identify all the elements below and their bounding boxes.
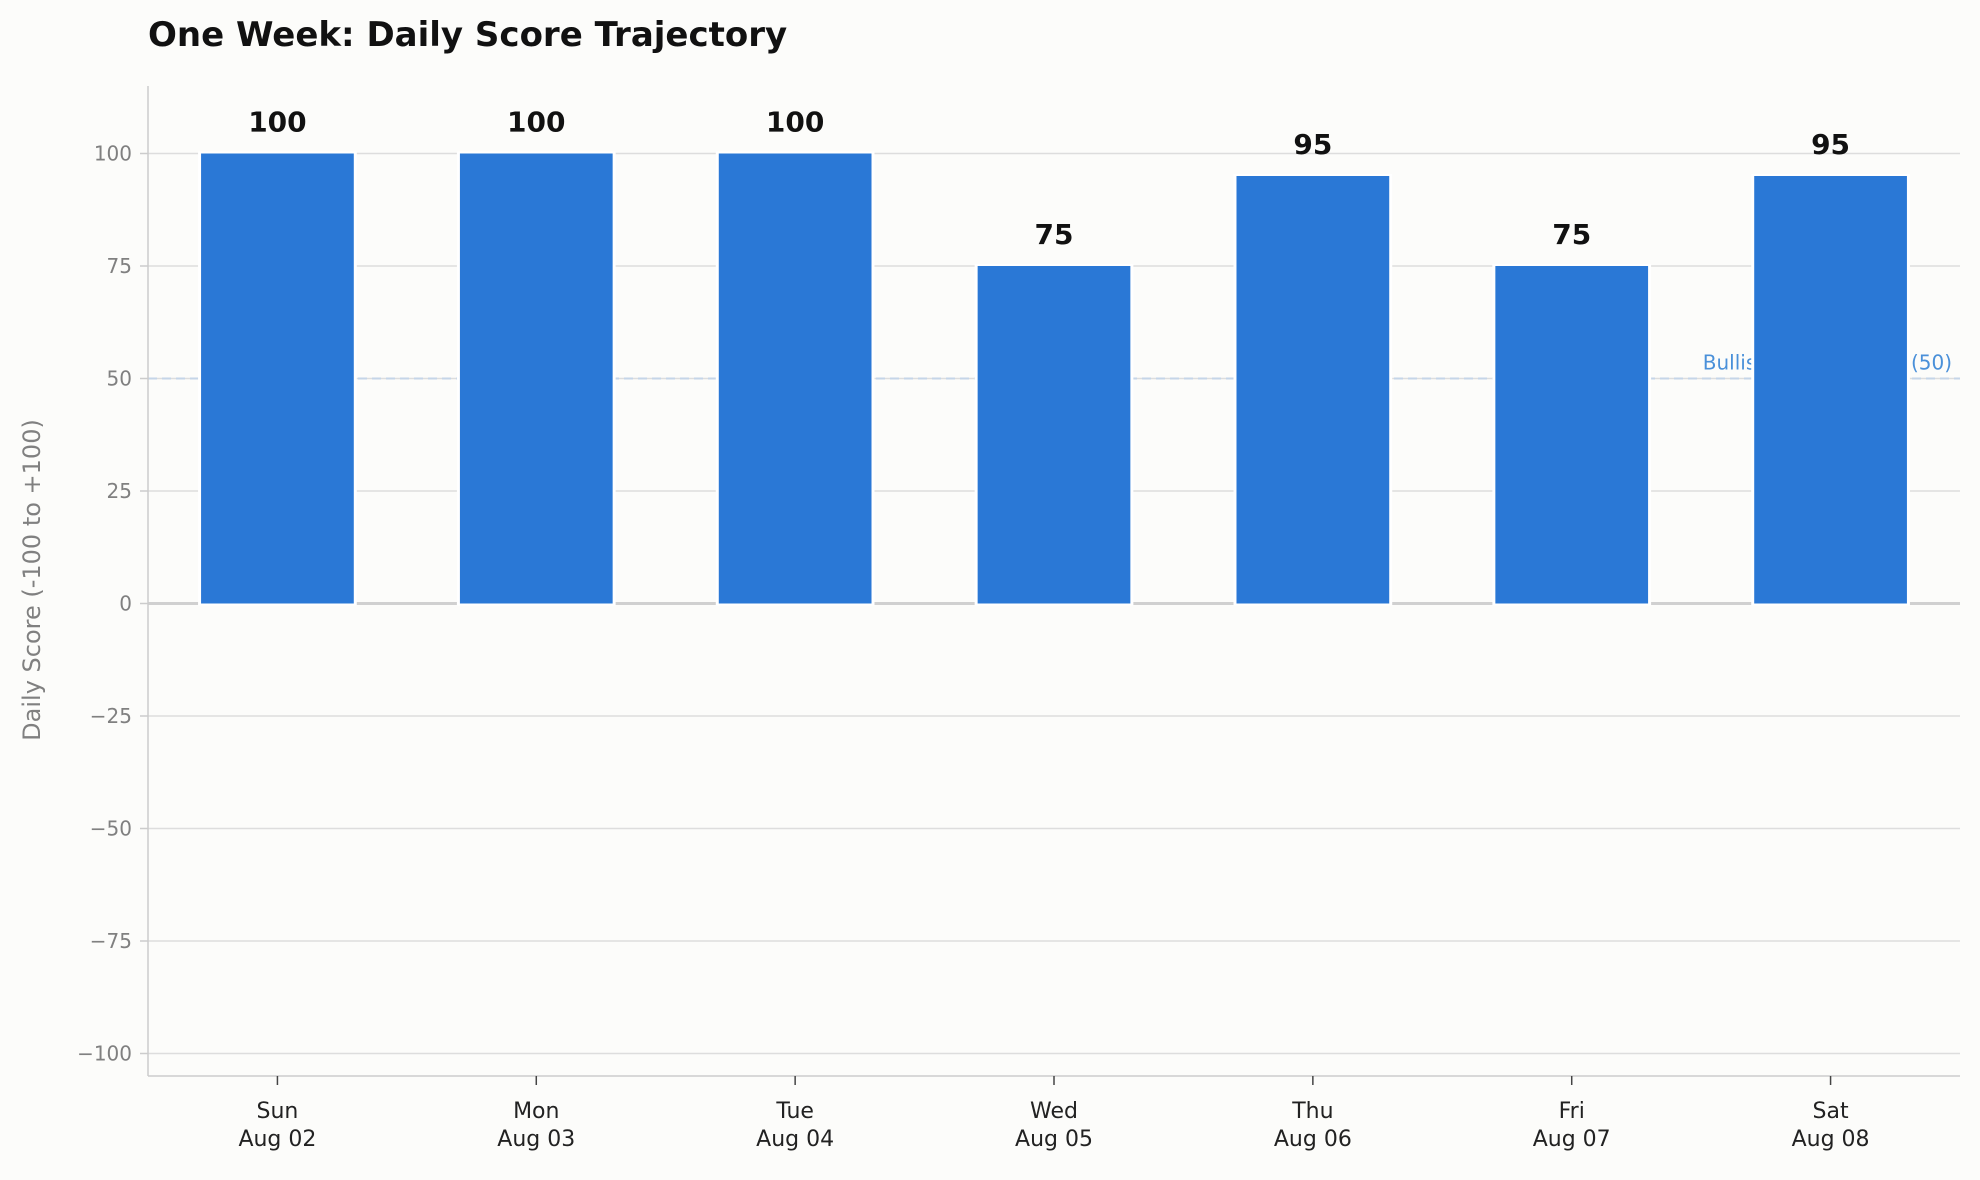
y-tick-label: 100: [94, 142, 132, 166]
data-label: 95: [1293, 128, 1332, 161]
x-tick-date: Aug 07: [1533, 1127, 1611, 1152]
y-tick-label: −25: [90, 704, 132, 728]
x-tick-day: Wed: [1030, 1099, 1078, 1124]
x-tick-day: Fri: [1559, 1099, 1585, 1124]
x-tick-date: Aug 05: [1015, 1127, 1093, 1152]
data-label: 100: [507, 106, 565, 139]
x-tick-day: Tue: [775, 1099, 814, 1124]
y-ticks: 100 75 50 25 0 −25 −50 −75 −100: [77, 142, 148, 1066]
x-tick-day: Thu: [1291, 1099, 1333, 1124]
y-tick-label: 75: [107, 254, 132, 278]
x-tick-date: Aug 08: [1792, 1127, 1870, 1152]
data-labels: 100 100 100 75 95 75 95: [248, 106, 1850, 252]
x-tick-day: Mon: [513, 1099, 559, 1124]
y-tick-label: −75: [90, 929, 132, 953]
y-tick-label: 50: [107, 367, 132, 391]
y-tick-label: 0: [119, 592, 132, 616]
data-label: 100: [248, 106, 306, 139]
data-label: 75: [1552, 218, 1591, 251]
x-tick-date: Aug 06: [1274, 1127, 1352, 1152]
data-label: 75: [1035, 218, 1074, 251]
bar: [977, 266, 1131, 604]
y-tick-label: 25: [107, 479, 132, 503]
x-ticks: Sun Aug 02 Mon Aug 03 Tue Aug 04 Wed Aug 05 Thu A…: [238, 1076, 1870, 1152]
bar: [1495, 266, 1649, 604]
y-tick-label: −50: [90, 817, 132, 841]
chart-title: One Week: Daily Score Trajectory: [148, 15, 787, 55]
y-tick-label: −100: [77, 1042, 132, 1066]
bars: [198, 151, 1910, 606]
x-tick-date: Aug 03: [497, 1127, 575, 1152]
bar: [1236, 176, 1390, 604]
bar: [718, 153, 872, 604]
x-tick-day: Sun: [256, 1099, 298, 1124]
data-label: 100: [766, 106, 824, 139]
bar: [459, 153, 613, 604]
y-axis-label: Daily Score (-100 to +100): [18, 419, 46, 741]
x-tick-date: Aug 04: [756, 1127, 834, 1152]
x-tick-day: Sat: [1813, 1099, 1849, 1124]
x-tick-date: Aug 02: [238, 1127, 316, 1152]
bar: [201, 153, 354, 604]
bar: [1754, 176, 1907, 604]
data-label: 95: [1811, 128, 1850, 161]
